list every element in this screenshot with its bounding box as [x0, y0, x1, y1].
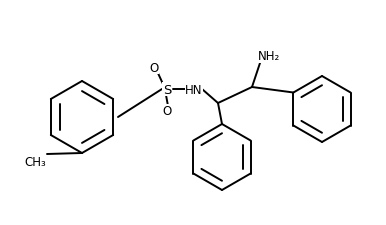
Text: NH₂: NH₂: [258, 50, 280, 63]
Text: CH₃: CH₃: [24, 156, 46, 169]
Text: S: S: [163, 83, 171, 96]
Text: O: O: [163, 105, 172, 118]
Text: O: O: [149, 61, 159, 74]
Text: HN: HN: [185, 83, 203, 96]
